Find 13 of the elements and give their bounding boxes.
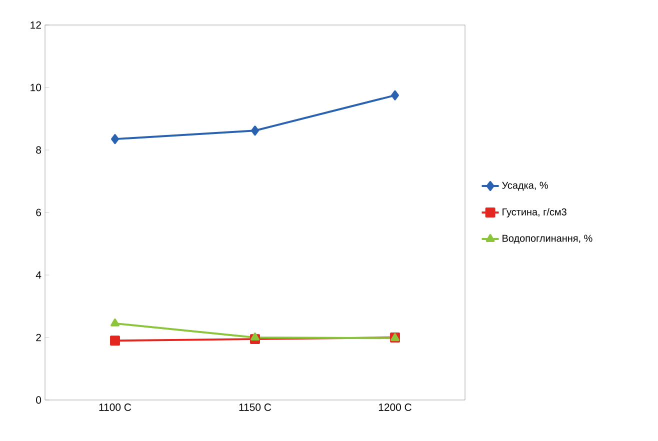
x-tick-label: 1150 C bbox=[239, 404, 272, 411]
y-tick-label: 8 bbox=[36, 146, 42, 154]
y-tick-label: 10 bbox=[30, 84, 42, 92]
legend-label: Водопоглинання, % bbox=[502, 234, 592, 244]
x-tick-label: 1100 C bbox=[99, 404, 132, 411]
y-tick-label: 4 bbox=[36, 271, 42, 279]
y-tick-label: 2 bbox=[36, 334, 41, 342]
y-tick-label: 6 bbox=[36, 208, 42, 216]
y-tick-label: 0 bbox=[36, 396, 42, 404]
legend-label: Усадка, % bbox=[502, 182, 548, 191]
x-tick-label: 1200 C bbox=[378, 404, 412, 411]
legend-label: Густина, г/см3 bbox=[502, 208, 566, 218]
y-tick-label: 12 bbox=[30, 21, 41, 29]
